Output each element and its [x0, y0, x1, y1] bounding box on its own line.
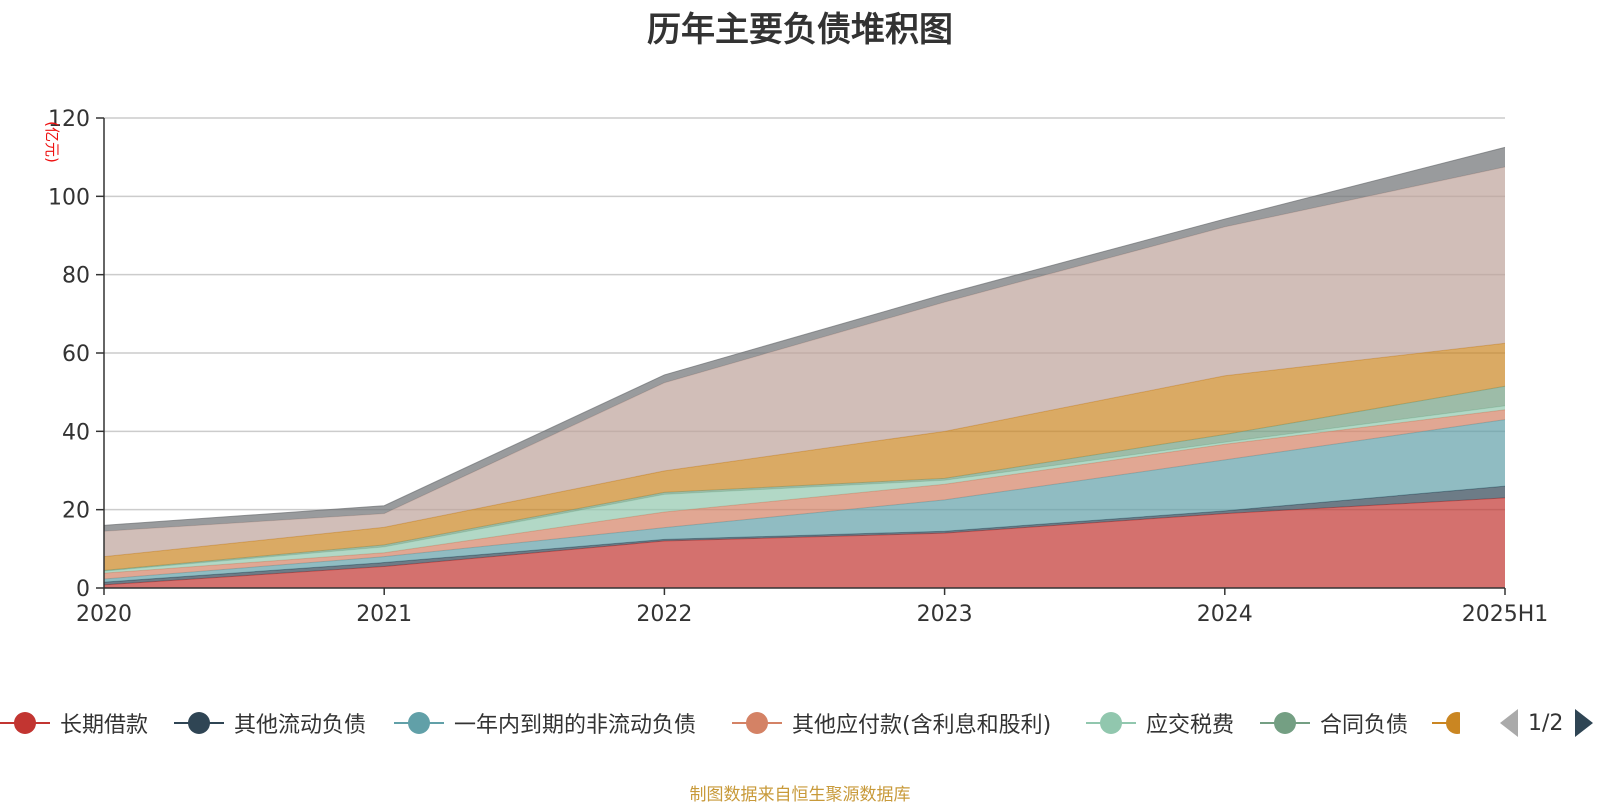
y-tick-label: 100	[48, 185, 90, 210]
y-tick-label: 20	[62, 499, 90, 524]
area-series-3	[104, 419, 1505, 583]
x-tick-label: 2020	[76, 602, 132, 627]
next-page-arrow-icon[interactable]	[1575, 709, 1594, 737]
legend-label: 一年内到期的非流动负债	[454, 713, 697, 738]
legend-pager: 1/2	[1500, 706, 1594, 740]
legend-marker-icon	[1086, 706, 1136, 740]
y-tick-label: 40	[62, 420, 90, 445]
y-tick-label: 120	[48, 107, 90, 132]
chart-title: 历年主要负债堆积图	[647, 10, 953, 50]
legend: 长期借款 其他流动负债 一年内到期的非流动负债 其他应付款(含利息和股利) 应交税费 合同…	[0, 706, 1600, 740]
legend-label: 合同负债	[1320, 713, 1409, 738]
x-tick-label: 2025H1	[1462, 602, 1549, 627]
legend-item[interactable]	[1432, 706, 1460, 740]
legend-label: 长期借款	[60, 713, 149, 738]
x-tick-label: 2022	[636, 602, 692, 627]
data-source-note: 制图数据来自恒生聚源数据库	[689, 785, 911, 805]
legend-label: 其他应付款(含利息和股利)	[792, 713, 1052, 738]
x-tick-label: 2023	[917, 602, 973, 627]
y-tick-label: 60	[62, 342, 90, 367]
area-edge-9	[103, 146, 1506, 526]
legend-marker-icon	[1432, 706, 1460, 740]
legend-marker-icon	[1260, 706, 1310, 740]
legend-item[interactable]: 一年内到期的非流动负债	[394, 706, 696, 740]
area-series-1	[104, 497, 1505, 588]
legend-page-indicator: 1/2	[1528, 710, 1564, 736]
area-series-8	[104, 166, 1505, 557]
legend-item[interactable]: 应交税费	[1086, 706, 1234, 740]
legend-label: 应交税费	[1146, 713, 1235, 738]
legend-item[interactable]: 其他应付款(含利息和股利)	[732, 706, 1051, 740]
legend-item[interactable]: 其他流动负债	[174, 706, 366, 740]
legend-marker-icon	[394, 706, 444, 740]
legend-item[interactable]: 合同负债	[1260, 706, 1408, 740]
prev-page-arrow-icon[interactable]	[1500, 709, 1518, 737]
legend-marker-icon	[0, 706, 50, 740]
legend-marker-icon	[732, 706, 782, 740]
legend-label: 其他流动负债	[234, 713, 367, 738]
y-tick-label: 80	[62, 264, 90, 289]
area-series-5	[104, 405, 1505, 574]
y-tick-label: 0	[76, 577, 90, 602]
x-tick-label: 2021	[356, 602, 412, 627]
area-series-9	[104, 147, 1505, 532]
y-unit-label: (亿元)	[43, 121, 61, 163]
legend-marker-icon	[174, 706, 224, 740]
x-tick-label: 2024	[1197, 602, 1253, 627]
legend-item[interactable]: 长期借款	[0, 706, 148, 740]
